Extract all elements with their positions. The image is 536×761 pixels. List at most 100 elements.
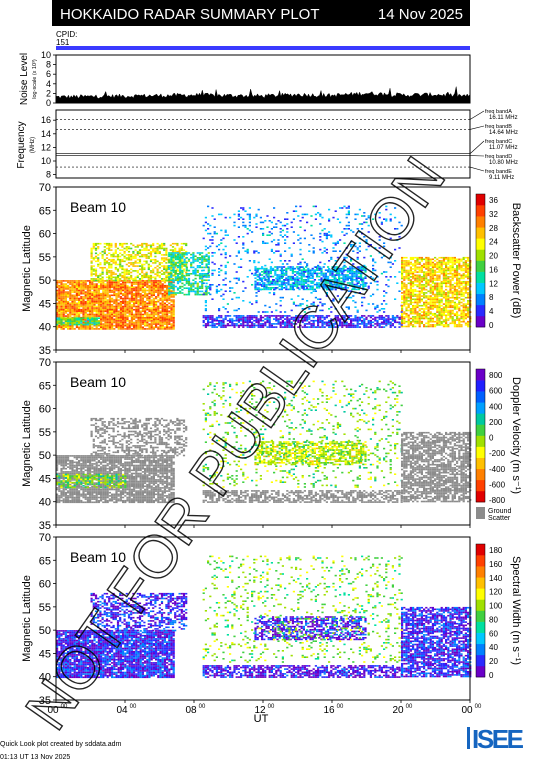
radar-echo-cell (445, 300, 448, 302)
radar-echo-cell (429, 258, 432, 261)
radar-echo-cell (123, 270, 126, 272)
radar-echo-cell (168, 261, 171, 264)
radar-echo-cell (423, 293, 426, 296)
radar-echo-cell (124, 304, 127, 306)
radar-echo-cell (401, 274, 404, 277)
radar-echo-cell (157, 323, 160, 325)
radar-echo-cell (92, 279, 95, 282)
radar-echo-cell (143, 276, 146, 279)
radar-echo-cell (429, 277, 432, 280)
radar-echo-cell (322, 288, 325, 291)
radar-echo-cell (316, 283, 319, 286)
radar-echo-cell (328, 288, 331, 291)
radar-echo-cell (367, 303, 370, 305)
radar-echo-cell (307, 277, 310, 279)
radar-echo-cell (202, 321, 205, 324)
radar-echo-cell (119, 258, 122, 261)
radar-echo-cell (270, 240, 273, 243)
radar-echo-cell (127, 276, 131, 279)
radar-echo-cell (407, 272, 410, 275)
radar-echo-cell (161, 302, 164, 305)
radar-echo-cell (80, 286, 83, 289)
radar-echo-cell (311, 267, 314, 270)
radar-echo-cell (209, 232, 212, 235)
radar-echo-cell (119, 324, 122, 327)
radar-echo-cell (248, 260, 251, 262)
radar-echo-cell (354, 318, 357, 320)
radar-echo-cell (141, 255, 144, 258)
radar-echo-cell (350, 260, 353, 262)
radar-echo-cell (222, 298, 225, 300)
radar-echo-cell (275, 226, 278, 228)
radar-echo-cell (106, 326, 109, 329)
radar-echo-cell (278, 279, 281, 281)
radar-echo-cell (190, 263, 193, 265)
radar-echo-cell (58, 310, 61, 313)
radar-echo-cell (283, 272, 286, 275)
radar-echo-cell (445, 311, 448, 313)
radar-echo-cell (429, 288, 432, 291)
noise-ytick-label: 8 (46, 60, 51, 70)
radar-echo-cell (376, 304, 379, 307)
radar-echo-cell (69, 297, 72, 300)
radar-echo-cell (111, 294, 114, 297)
radar-echo-cell (123, 255, 126, 258)
radar-echo-cell (119, 252, 122, 255)
radar-echo-cell (383, 319, 386, 322)
radar-echo-cell (425, 260, 428, 262)
radar-echo-cell (100, 297, 103, 300)
radar-echo-cell (108, 310, 111, 313)
radar-echo-cell (119, 323, 122, 325)
radar-echo-cell (161, 313, 164, 316)
radar-echo-cell (281, 229, 284, 232)
radar-echo-cell (343, 324, 346, 327)
radar-echo-cell (159, 320, 162, 322)
radar-echo-cell (414, 279, 417, 281)
radar-echo-cell (150, 291, 153, 293)
radar-echo-cell (405, 274, 408, 277)
radar-echo-cell (284, 311, 287, 313)
radar-echo-cell (211, 274, 214, 276)
radar-echo-cell (436, 308, 439, 310)
radar-echo-cell (213, 263, 216, 265)
radar-echo-cell (445, 269, 448, 272)
radar-echo-cell (302, 274, 305, 276)
radar-echo-cell (163, 304, 166, 306)
radar-echo-cell (357, 271, 360, 273)
radar-echo-cell (102, 292, 105, 295)
radar-echo-cell (268, 318, 271, 320)
radar-echo-cell (128, 320, 131, 322)
radar-echo-cell (300, 280, 303, 283)
radar-echo-cell (220, 213, 223, 216)
radar-echo-cell (270, 248, 273, 251)
radar-echo-cell (130, 310, 133, 313)
radar-echo-cell (145, 274, 148, 277)
radar-echo-cell (174, 257, 177, 259)
radar-echo-cell (124, 318, 127, 321)
radar-echo-cell (133, 328, 136, 330)
frequency-band-name: freq bandA (485, 109, 512, 115)
radar-echo-cell (342, 287, 345, 289)
radar-echo-cell (155, 324, 158, 327)
radar-echo-cell (394, 321, 397, 324)
radar-echo-cell (306, 316, 309, 319)
radar-echo-cell (365, 316, 368, 319)
radar-echo-cell (387, 323, 390, 325)
radar-echo-cell (363, 212, 366, 214)
radar-echo-cell (431, 261, 434, 264)
radar-echo-cell (434, 271, 437, 273)
radar-echo-cell (345, 247, 348, 249)
radar-echo-cell (119, 242, 122, 245)
radar-echo-cell (56, 281, 59, 284)
radar-echo-cell (279, 296, 282, 299)
radar-echo-cell (431, 303, 434, 305)
radar-echo-cell (157, 305, 160, 308)
radar-echo-cell (312, 326, 315, 328)
radar-echo-cell (64, 280, 67, 282)
radar-echo-cell (163, 294, 166, 297)
radar-echo-cell (95, 291, 98, 293)
radar-echo-cell (340, 267, 343, 270)
frequency-ytick-label: 12 (41, 142, 51, 152)
